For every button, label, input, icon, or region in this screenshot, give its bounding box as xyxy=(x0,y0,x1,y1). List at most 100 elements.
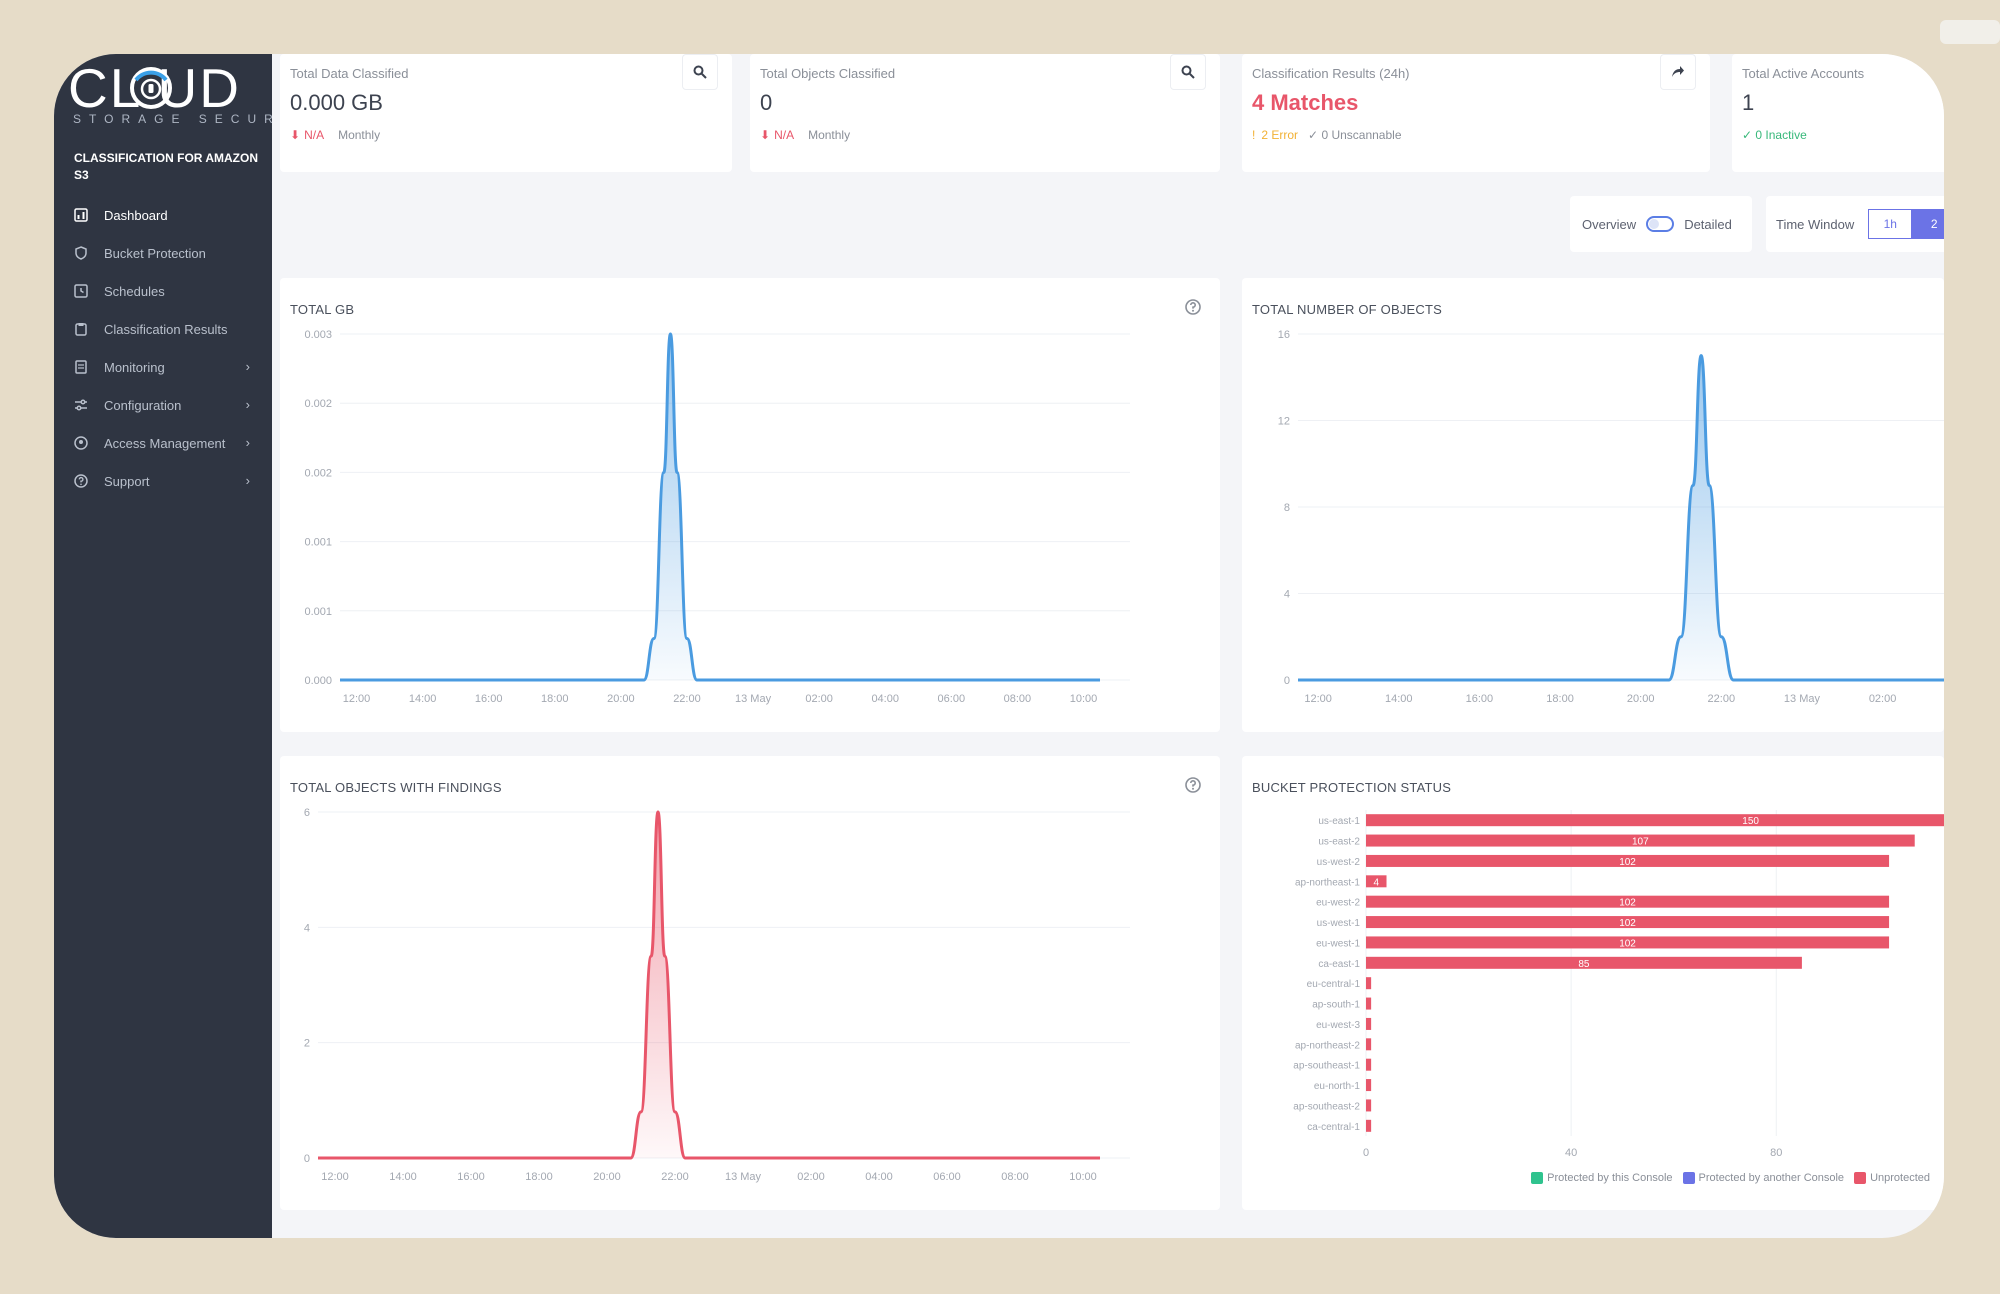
y-tick-label: 0.000 xyxy=(304,675,332,687)
x-tick-label: 04:00 xyxy=(871,693,899,705)
x-tick-label: 14:00 xyxy=(409,693,437,705)
category-label: eu-north-1 xyxy=(1314,1081,1361,1092)
sidebar-item-dashboard[interactable]: Dashboard xyxy=(54,196,272,234)
app-title: CLASSIFICATION FOR AMAZON S3 xyxy=(74,151,258,182)
magnifier-icon xyxy=(693,65,707,79)
bar[interactable] xyxy=(1366,1017,1372,1030)
chart-legend: Protected by this Console Protected by an… xyxy=(1531,1172,1930,1184)
stat-card-data-classified: Total Data Classified 0.000 GB ⬇ N/A Month… xyxy=(280,54,732,172)
document-icon xyxy=(74,360,88,374)
stat-label: Classification Results (24h) xyxy=(1252,66,1410,81)
x-tick-label: 18:00 xyxy=(1546,693,1574,705)
legend-label: Protected by this Console xyxy=(1547,1172,1673,1184)
x-tick-label: 08:00 xyxy=(1001,1171,1029,1183)
x-tick-label: 14:00 xyxy=(389,1171,417,1183)
category-label: ap-northeast-1 xyxy=(1295,877,1360,888)
time-window-1h-button[interactable]: 1h xyxy=(1868,209,1913,239)
clock-icon xyxy=(74,284,88,298)
y-tick-label: 0.002 xyxy=(304,398,332,410)
y-tick-label: 2 xyxy=(304,1038,310,1050)
y-tick-label: 0.002 xyxy=(304,467,332,479)
time-window-24h-button[interactable]: 2 xyxy=(1912,209,1944,239)
magnifier-icon xyxy=(1181,65,1195,79)
sidebar-item-label: Dashboard xyxy=(104,207,168,223)
x-tick-label: 12:00 xyxy=(1304,693,1332,705)
x-tick-label: 13 May xyxy=(735,693,772,705)
bar[interactable] xyxy=(1366,875,1387,888)
bar[interactable] xyxy=(1366,834,1915,847)
bar[interactable] xyxy=(1366,997,1372,1010)
dashboard-icon xyxy=(74,208,88,222)
panel-title: TOTAL GB xyxy=(290,302,355,317)
logo[interactable]: CL UD STORAGE SECURITY xyxy=(68,58,315,138)
category-label: us-west-2 xyxy=(1317,857,1361,868)
legend-swatch xyxy=(1531,1172,1544,1184)
legend-item[interactable]: Unprotected xyxy=(1854,1172,1930,1184)
sidebar-item-configuration[interactable]: Configuration › xyxy=(54,386,272,424)
bar[interactable] xyxy=(1366,854,1890,867)
bar[interactable] xyxy=(1366,1058,1372,1071)
stat-inactive: ✓ 0 Inactive xyxy=(1742,128,1807,142)
stat-card-active-accounts: Total Active Accounts 1 ✓ 0 Inactive xyxy=(1732,54,1944,172)
arrow-down-icon: ⬇ xyxy=(290,128,301,142)
sidebar-item-schedules[interactable]: Schedules xyxy=(54,272,272,310)
bar[interactable] xyxy=(1366,936,1890,949)
bar[interactable] xyxy=(1366,814,1944,827)
y-tick-label: 0.001 xyxy=(304,606,332,618)
sliders-icon xyxy=(74,398,88,412)
stat-value: 4 Matches xyxy=(1252,90,1359,115)
bar[interactable] xyxy=(1366,1079,1372,1092)
legend-item[interactable]: Protected by another Console xyxy=(1682,1172,1844,1184)
stat-card-classification-results: Classification Results (24h) 4 Matches !… xyxy=(1242,54,1710,172)
sidebar-item-access-management[interactable]: Access Management › xyxy=(54,424,272,462)
category-label: us-west-1 xyxy=(1317,918,1361,929)
category-label: us-east-1 xyxy=(1318,816,1360,827)
bar[interactable] xyxy=(1366,1119,1372,1132)
view-mode-toggle[interactable] xyxy=(1646,216,1675,232)
shield-icon xyxy=(74,246,88,260)
help-icon[interactable] xyxy=(1184,298,1202,316)
sidebar-item-classification-results[interactable]: Classification Results xyxy=(54,310,272,348)
y-tick-label: 0 xyxy=(304,1153,310,1165)
search-button[interactable] xyxy=(1170,54,1206,90)
bar[interactable] xyxy=(1366,956,1802,969)
share-button[interactable] xyxy=(1660,54,1696,90)
legend-swatch xyxy=(1682,1172,1695,1184)
legend-item[interactable]: Protected by this Console xyxy=(1531,1172,1673,1184)
help-icon[interactable] xyxy=(1184,776,1202,794)
x-tick-label: 20:00 xyxy=(607,693,635,705)
legend-label: Unprotected xyxy=(1870,1172,1930,1184)
bar[interactable] xyxy=(1366,1099,1372,1112)
sidebar-item-support[interactable]: Support › xyxy=(54,462,272,500)
x-tick-label: 10:00 xyxy=(1070,693,1098,705)
sidebar-item-label: Classification Results xyxy=(104,321,228,337)
bar-value-label: 150 xyxy=(1742,816,1759,827)
x-tick-label: 22:00 xyxy=(1708,693,1736,705)
bar[interactable] xyxy=(1366,916,1890,929)
bar[interactable] xyxy=(1366,895,1890,908)
sidebar-item-monitoring[interactable]: Monitoring › xyxy=(54,348,272,386)
sidebar-item-label: Monitoring xyxy=(104,359,165,375)
x-tick-label: 22:00 xyxy=(673,693,701,705)
sidebar-item-bucket-protection[interactable]: Bucket Protection xyxy=(54,234,272,272)
bar-value-label: 107 xyxy=(1632,837,1649,848)
search-button[interactable] xyxy=(682,54,718,90)
category-label: eu-west-3 xyxy=(1316,1020,1360,1031)
category-label: ca-east-1 xyxy=(1318,959,1360,970)
area-fill xyxy=(340,334,1100,680)
x-tick-label: 02:00 xyxy=(805,693,833,705)
area-fill xyxy=(318,812,1100,1158)
bar[interactable] xyxy=(1366,977,1372,990)
series-line xyxy=(340,332,1100,682)
arrow-down-icon: ⬇ xyxy=(760,128,771,142)
panel-total-gb: TOTAL GB 0.000 0.001 0.001 0.002 0.002 0.003 1… xyxy=(280,278,1220,732)
sidebar-item-label: Schedules xyxy=(104,283,165,299)
x-tick-label: 20:00 xyxy=(1627,693,1655,705)
logo-subtitle: STORAGE SECURITY xyxy=(73,112,324,126)
panel-bucket-protection: BUCKET PROTECTION STATUS 0 40 80 us-east-1 1… xyxy=(1242,756,1944,1210)
chevron-right-icon: › xyxy=(245,435,250,450)
trend-period: Monthly xyxy=(338,128,381,142)
y-tick-label: 4 xyxy=(304,922,310,934)
bar[interactable] xyxy=(1366,1038,1372,1051)
panel-title: TOTAL NUMBER OF OBJECTS xyxy=(1252,302,1442,317)
